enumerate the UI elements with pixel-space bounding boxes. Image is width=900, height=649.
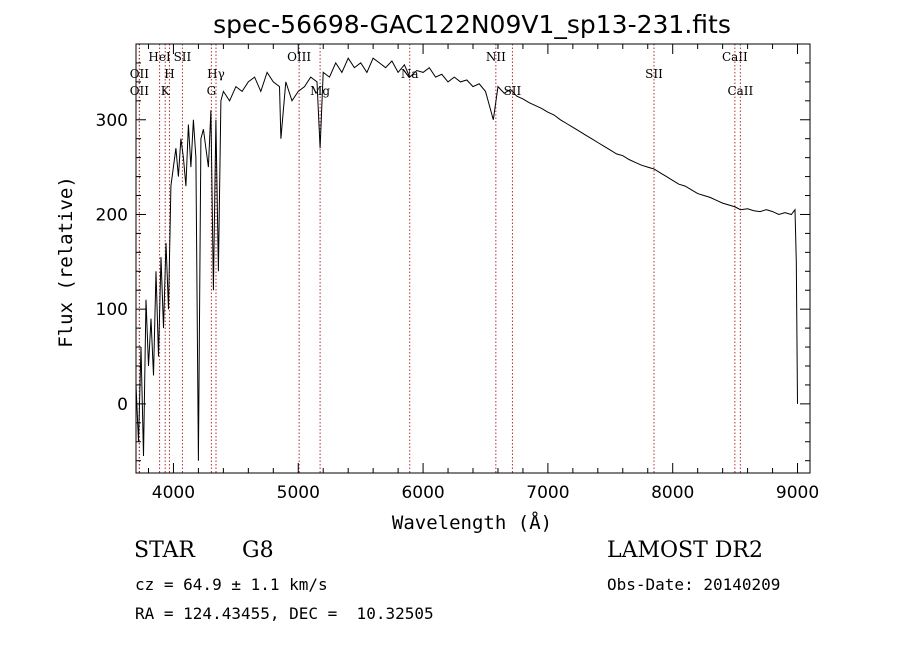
x-tick-label: 4000 [152,483,195,503]
x-tick-label: 5000 [277,483,320,503]
object-subclass: G8 [242,538,274,563]
spectral-line-label: HeI [148,50,171,64]
x-axis-ticks: 4000 5000 6000 7000 8000 9000 [147,44,819,503]
spectral-line-label: OIII [287,50,311,64]
y-tick-label: 100 [96,300,128,320]
spectral-line-label: K [161,84,171,98]
spectral-line-label: SII [645,67,663,81]
y-axis-ticks: 0 100 200 300 [96,62,810,462]
x-tick-label: 7000 [526,483,569,503]
spectral-line-label: SII [174,50,192,64]
spectral-line-label: NII [486,50,506,64]
spectral-line-label: SII [504,84,522,98]
spectrum-series-layer [135,57,798,461]
object-type: STAR [134,538,195,563]
spectral-line-label: G [207,84,217,98]
spectral-line-label: Mg [310,84,330,98]
spectral-line-label: Hγ [207,67,225,81]
chart-title: spec-56698-GAC122N09V1_sp13-231.fits [213,10,731,39]
obs-date-text: Obs-Date: 20140209 [607,575,781,594]
coordinates-text: RA = 124.43455, DEC = 10.32505 [135,604,434,623]
x-axis-label: Wavelength (Å) [392,511,552,534]
spectral-line-label: CaII [727,84,753,98]
plot-frame [135,43,811,474]
redshift-text: cz = 64.9 ± 1.1 km/s [135,575,328,594]
spectral-line-label: CaII [722,50,748,64]
y-tick-label: 300 [96,111,128,131]
y-axis-label: Flux (relative) [55,176,77,348]
spectral-line-label: OII [130,67,150,81]
x-tick-label: 6000 [401,483,444,503]
y-tick-label: 0 [117,395,128,415]
spectrum-line-series-0 [135,57,798,461]
spectral-line-label: Na [401,67,419,81]
spectral-line-label: H [164,67,174,81]
spectral-line-label: OII [130,84,150,98]
y-tick-label: 200 [96,205,128,225]
x-tick-label: 9000 [776,483,819,503]
survey-name: LAMOST DR2 [607,538,763,563]
x-tick-label: 8000 [651,483,694,503]
